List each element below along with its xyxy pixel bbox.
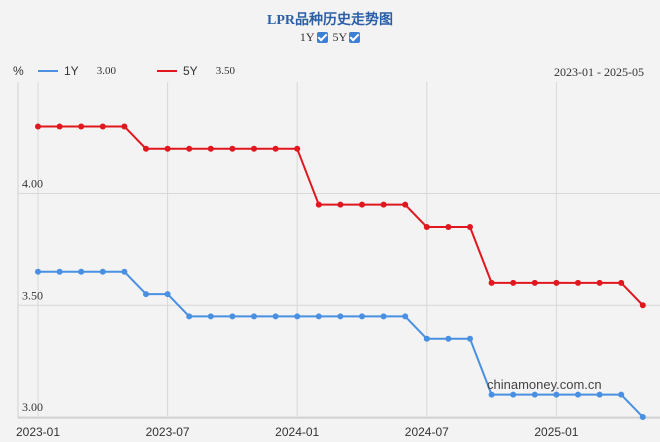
- data-point-1y: [294, 313, 301, 320]
- toggle-5y-label: 5Y: [332, 30, 348, 44]
- x-axis-labels: 2023-01 2023-07 2024-01 2024-07 2025-01: [16, 425, 579, 439]
- data-point-5y: [467, 224, 473, 231]
- data-point-1y: [380, 313, 387, 320]
- data-point-1y: [402, 313, 409, 320]
- series-lines: [35, 123, 646, 420]
- legend-item-5y[interactable]: 5Y 3.50: [157, 64, 235, 78]
- data-point-1y: [164, 291, 171, 298]
- legend-line-1y: [38, 70, 58, 72]
- data-point-1y: [229, 313, 236, 320]
- data-point-5y: [488, 279, 495, 286]
- series-line-1y: [38, 270, 644, 418]
- legend-value-5y: 3.50: [215, 65, 235, 77]
- y-tick-label: 3.50: [22, 288, 43, 302]
- grid: [17, 82, 660, 419]
- data-point-5y: [121, 123, 128, 130]
- data-point-1y: [56, 268, 63, 275]
- data-point-5y: [639, 302, 646, 309]
- checkbox-1y[interactable]: [316, 32, 328, 43]
- legend-name-1y: 1Y: [64, 64, 79, 78]
- data-point-1y: [510, 391, 517, 398]
- y-tick-label: 3.00: [22, 400, 43, 414]
- data-point-1y: [467, 335, 473, 342]
- y-axis-labels: 3.00 3.50 4.00: [22, 177, 43, 415]
- data-point-5y: [359, 201, 365, 208]
- data-point-1y: [488, 391, 495, 398]
- data-point-5y: [423, 224, 430, 231]
- data-point-1y: [186, 313, 193, 320]
- data-point-5y: [575, 279, 581, 286]
- data-point-5y: [272, 145, 279, 152]
- data-point-1y: [423, 335, 430, 342]
- x-tick-label: 2023-01: [16, 425, 60, 439]
- data-point-5y: [186, 145, 193, 152]
- data-point-5y: [294, 145, 301, 152]
- x-tick-label: 2024-01: [275, 425, 319, 439]
- data-point-5y: [596, 279, 603, 286]
- data-point-5y: [143, 145, 149, 152]
- data-point-5y: [99, 123, 106, 130]
- series-line-5y: [38, 125, 644, 306]
- data-point-1y: [553, 391, 560, 398]
- data-point-1y: [531, 391, 538, 398]
- data-point-5y: [402, 201, 409, 208]
- legend-line-5y: [157, 70, 177, 72]
- x-tick-label: 2023-07: [146, 425, 190, 439]
- data-point-5y: [35, 123, 41, 130]
- data-point-1y: [78, 268, 85, 275]
- data-point-5y: [315, 201, 322, 208]
- data-point-5y: [553, 279, 560, 286]
- toggle-1y-label: 1Y: [299, 30, 315, 44]
- data-point-5y: [229, 145, 236, 152]
- series-toggles: 1Y 5Y: [0, 30, 660, 45]
- legend-name-5y: 5Y: [183, 64, 198, 78]
- data-point-1y: [315, 313, 322, 320]
- data-point-1y: [337, 313, 344, 320]
- chart-title: LPR品种历史走势图: [267, 13, 393, 28]
- data-point-5y: [251, 145, 257, 152]
- y-axis-unit: %: [13, 64, 24, 78]
- data-point-1y: [99, 268, 106, 275]
- data-point-5y: [380, 201, 387, 208]
- data-point-5y: [207, 145, 214, 152]
- toggle-5y[interactable]: 5Y: [333, 30, 361, 45]
- data-point-5y: [445, 224, 452, 231]
- data-point-5y: [78, 123, 85, 130]
- data-point-5y: [337, 201, 344, 208]
- data-point-1y: [639, 414, 646, 420]
- data-point-1y: [207, 313, 214, 320]
- data-point-1y: [251, 313, 257, 320]
- x-tick-label: 2024-07: [405, 425, 449, 439]
- x-tick-label: 2025-01: [534, 425, 578, 439]
- watermark: chinamoney.com.cn: [487, 377, 602, 392]
- data-point-1y: [35, 268, 41, 275]
- data-point-1y: [121, 268, 128, 275]
- data-point-5y: [164, 145, 171, 152]
- legend-value-1y: 3.00: [96, 65, 116, 77]
- data-point-1y: [272, 313, 279, 320]
- data-point-1y: [575, 391, 581, 398]
- checkbox-5y[interactable]: [349, 32, 361, 43]
- data-point-1y: [618, 391, 625, 398]
- data-point-5y: [531, 279, 538, 286]
- data-point-1y: [445, 335, 452, 342]
- legend-item-1y[interactable]: 1Y 3.00: [38, 64, 116, 78]
- toggle-1y[interactable]: 1Y: [300, 30, 328, 45]
- data-point-1y: [359, 313, 365, 320]
- y-tick-label: 4.00: [22, 177, 43, 191]
- data-point-1y: [143, 291, 149, 298]
- data-point-5y: [618, 279, 625, 286]
- data-point-1y: [596, 391, 603, 398]
- data-point-5y: [510, 279, 517, 286]
- date-range: 2023-01 - 2025-05: [554, 65, 644, 79]
- data-point-5y: [56, 123, 63, 130]
